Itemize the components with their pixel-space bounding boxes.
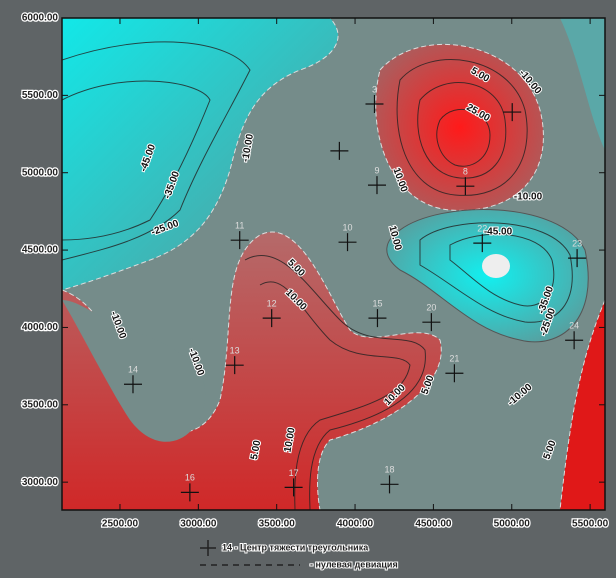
hole bbox=[482, 254, 510, 278]
point-label: 14 bbox=[128, 365, 138, 375]
point-label: 3 bbox=[372, 84, 377, 94]
point-label: 22 bbox=[477, 223, 487, 233]
point-label: 10 bbox=[343, 223, 353, 233]
x-tick-label: 4000.00 bbox=[337, 519, 374, 530]
x-tick-label: 3000.00 bbox=[180, 519, 217, 530]
chart: 2500.00 3000.00 3500.00 4000.00 4500.00 5000.… bbox=[0, 0, 616, 578]
point-label: 8 bbox=[463, 167, 468, 177]
point-label: 13 bbox=[230, 346, 240, 356]
y-tick-label: 4000.00 bbox=[22, 322, 59, 333]
y-tick-label: 5500.00 bbox=[22, 90, 59, 101]
x-tick-label: 2500.00 bbox=[102, 519, 139, 530]
point-label: 9 bbox=[374, 165, 379, 175]
y-tick-label: 3000.00 bbox=[22, 477, 59, 488]
point-label: 21 bbox=[449, 354, 459, 364]
y-tick-label: 6000.00 bbox=[22, 13, 59, 24]
point-label: 11 bbox=[235, 221, 244, 231]
point-label: 20 bbox=[426, 303, 436, 313]
legend-text: 14 - Центр тяжести треугольника bbox=[222, 542, 369, 552]
point-label: 17 bbox=[289, 468, 299, 478]
contour-label: -10.00 bbox=[514, 192, 543, 203]
point-label: 24 bbox=[569, 321, 579, 331]
contour-label: -45.00 bbox=[484, 227, 513, 238]
contour-fill bbox=[62, 18, 605, 510]
x-tick-label: 3500.00 bbox=[259, 519, 296, 530]
point-label: 16 bbox=[185, 473, 195, 483]
legend-text: - нулевая девиация bbox=[310, 559, 398, 569]
point-label: 15 bbox=[372, 299, 382, 309]
x-tick-label: 4500.00 bbox=[415, 519, 452, 530]
point-label: 23 bbox=[572, 238, 582, 248]
y-tick-label: 5000.00 bbox=[22, 167, 59, 178]
point-label: 12 bbox=[267, 299, 277, 309]
point-label: 18 bbox=[385, 465, 395, 475]
x-tick-label: 5500.00 bbox=[572, 519, 609, 530]
x-tick-label: 5000.00 bbox=[494, 519, 531, 530]
y-tick-label: 4500.00 bbox=[22, 245, 59, 256]
y-tick-label: 3500.00 bbox=[22, 399, 59, 410]
